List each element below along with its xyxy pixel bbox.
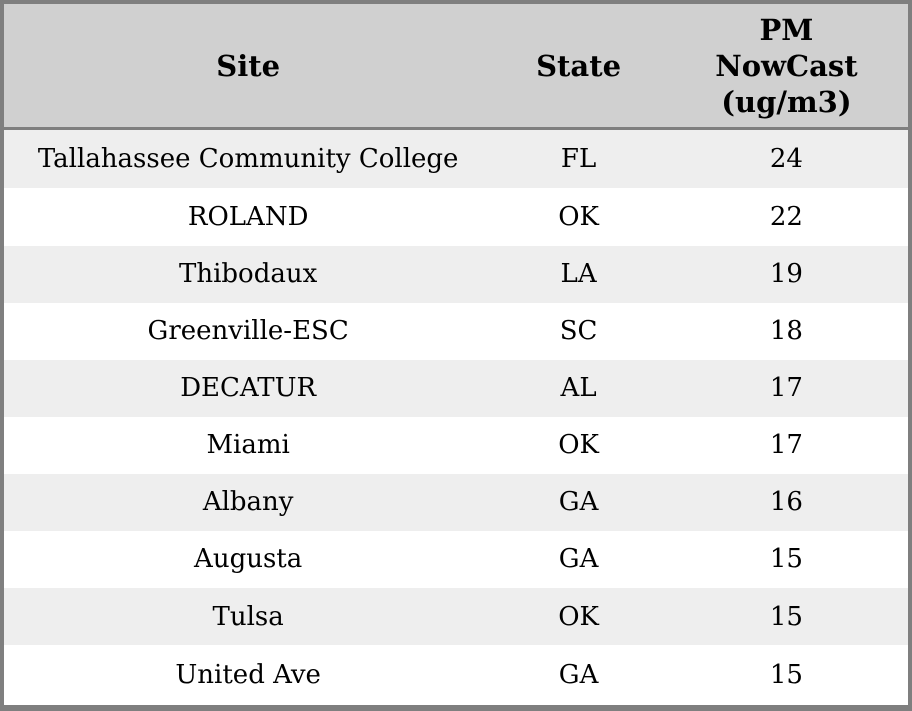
table-body: Tallahassee Community College FL 24 ROLAND O…	[2, 128, 910, 708]
table-row: Tulsa OK 15	[2, 587, 910, 646]
cell-site: Tallahassee Community College	[37, 144, 459, 175]
cell-state: GA	[558, 544, 599, 575]
pm-header-line-2: NowCast	[715, 48, 858, 83]
cell-site: Augusta	[194, 544, 303, 575]
cell-pm-nowcast: 18	[769, 316, 803, 347]
pm-header-line-3: (ug/m3)	[721, 84, 852, 119]
col-header-site: Site	[2, 2, 493, 130]
cell-state: FL	[560, 144, 597, 175]
cell-state: SC	[559, 316, 598, 347]
cell-pm-nowcast: 22	[769, 201, 803, 232]
cell-state: GA	[558, 487, 599, 518]
pm-header-line-1: PM	[759, 12, 814, 47]
cell-pm-nowcast: 16	[769, 487, 803, 518]
table-row: ROLAND OK 22	[2, 188, 910, 246]
cell-state: OK	[558, 430, 599, 461]
col-header-pm-nowcast: PM NowCast (ug/m3)	[664, 2, 910, 130]
cell-state: OK	[558, 601, 599, 632]
cell-state: OK	[558, 201, 599, 232]
table-row: Tallahassee Community College FL 24	[2, 128, 910, 189]
cell-state: LA	[560, 259, 597, 290]
header-row: Site State PM NowCast (ug/m3)	[2, 2, 910, 130]
cell-site: Thibodaux	[179, 259, 318, 290]
table-row: Thibodaux LA 19	[2, 245, 910, 303]
cell-pm-nowcast: 15	[769, 601, 803, 632]
col-header-state: State	[492, 2, 665, 130]
cell-site: Greenville-ESC	[147, 316, 349, 347]
cell-site: ROLAND	[187, 201, 309, 232]
cell-site: United Ave	[175, 660, 321, 691]
cell-site: Miami	[206, 430, 290, 461]
cell-pm-nowcast: 15	[769, 660, 803, 691]
cell-pm-nowcast: 19	[769, 259, 803, 290]
cell-site: DECATUR	[180, 373, 317, 404]
table-row: DECATUR AL 17	[2, 359, 910, 417]
cell-pm-nowcast: 17	[769, 373, 803, 404]
table-row: Augusta GA 15	[2, 530, 910, 588]
table-row: Greenville-ESC SC 18	[2, 302, 910, 360]
table-row: Miami OK 17	[2, 416, 910, 474]
table-row: Albany GA 16	[2, 473, 910, 531]
table-row: United Ave GA 15	[2, 645, 910, 708]
cell-pm-nowcast: 24	[769, 144, 803, 175]
cell-state: GA	[558, 660, 599, 691]
cell-pm-nowcast: 15	[769, 544, 803, 575]
cell-site: Albany	[202, 487, 294, 518]
cell-pm-nowcast: 17	[769, 430, 803, 461]
cell-state: AL	[560, 373, 597, 404]
cell-site: Tulsa	[212, 601, 284, 632]
